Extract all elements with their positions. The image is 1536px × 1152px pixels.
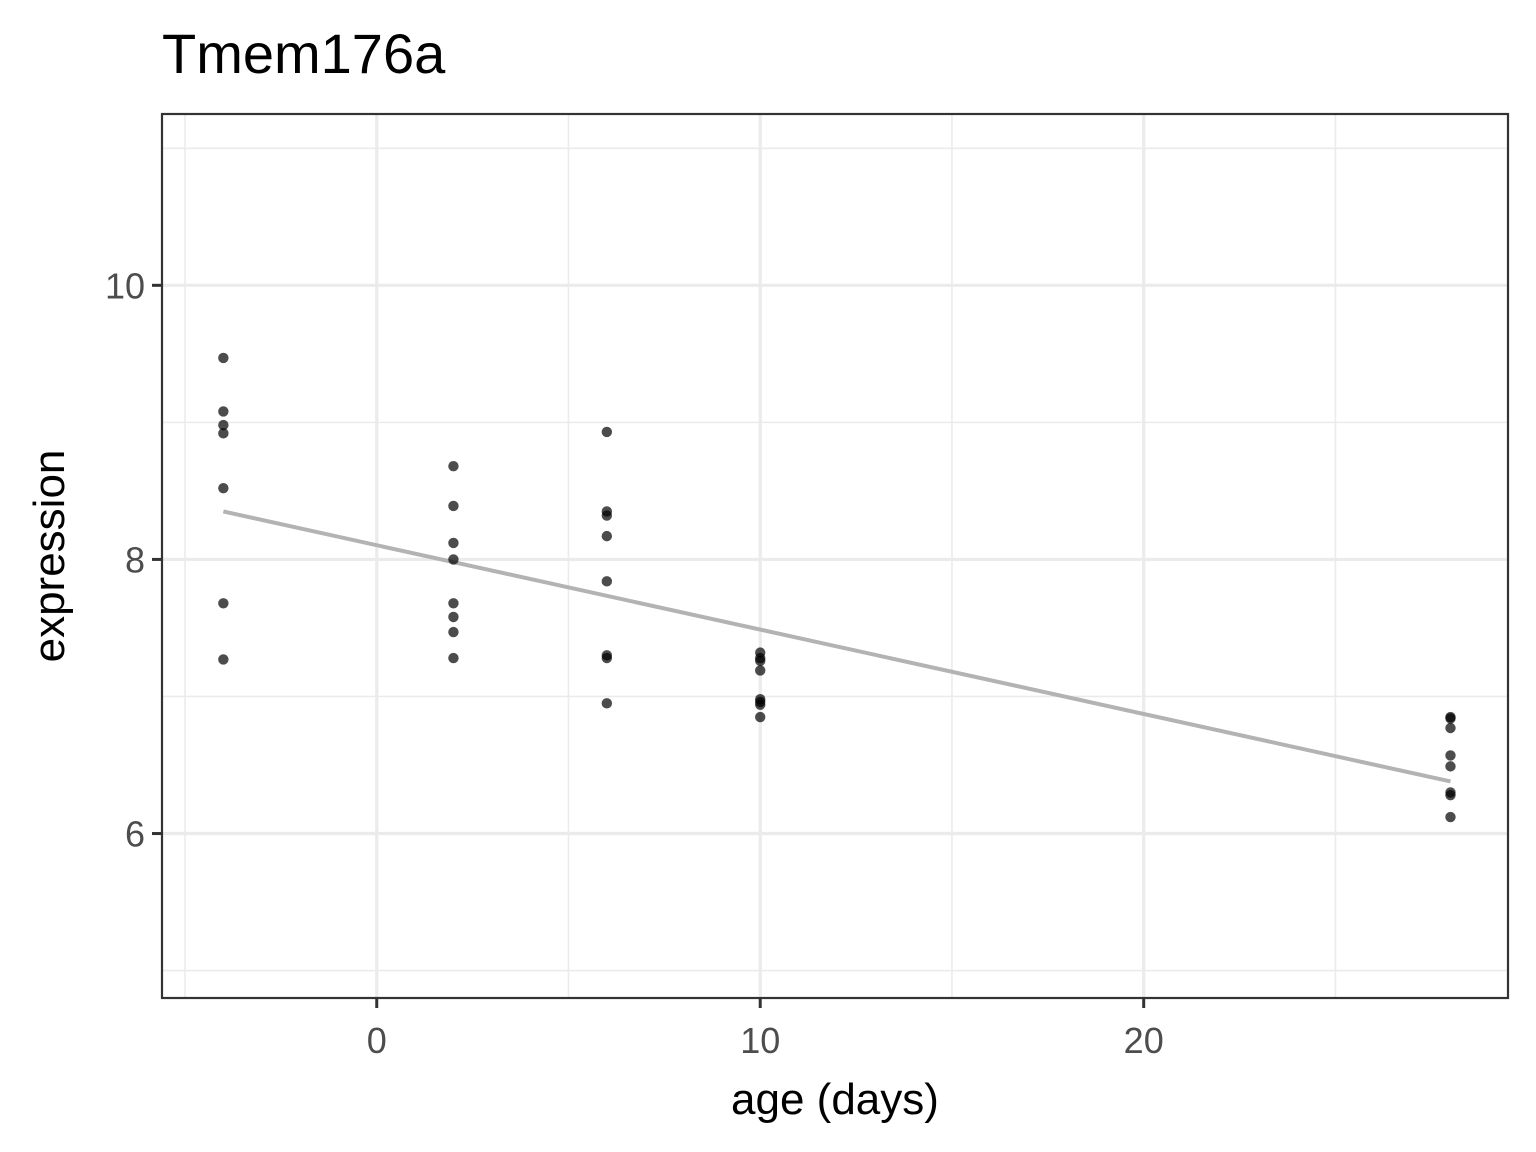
data-point	[1445, 761, 1456, 772]
data-point	[448, 611, 459, 623]
data-point	[755, 711, 766, 723]
data-point	[448, 537, 459, 549]
y-tick-label: 6	[125, 814, 145, 855]
data-point	[448, 500, 459, 512]
data-point	[218, 352, 229, 364]
data-point	[601, 652, 613, 664]
data-point	[1445, 750, 1456, 761]
data-point	[218, 482, 229, 494]
x-axis-title: age (days)	[731, 1075, 939, 1124]
data-point	[755, 655, 766, 667]
axis-tick-labels: 0 10 20 6 8 10	[105, 265, 1164, 1061]
data-point	[1445, 789, 1456, 801]
data-point	[601, 426, 613, 438]
x-tick-label: 10	[740, 1020, 780, 1061]
x-tick-label: 0	[367, 1020, 387, 1061]
data-point	[755, 699, 766, 710]
data-point	[218, 654, 229, 665]
x-tick-label: 20	[1124, 1020, 1164, 1061]
y-tick-label: 10	[105, 265, 145, 306]
panel-border	[160, 112, 1510, 1000]
y-axis-title: expression	[25, 450, 74, 663]
trend-line-group	[222, 509, 1451, 784]
trend-line	[222, 509, 1451, 784]
data-point	[448, 626, 459, 638]
data-point	[1445, 722, 1456, 734]
data-point	[601, 698, 613, 709]
data-point	[218, 406, 229, 417]
data-point	[448, 598, 459, 609]
data-point	[218, 428, 229, 439]
major-gridlines	[162, 114, 1508, 998]
data-point	[218, 598, 229, 609]
data-point	[218, 419, 229, 431]
data-point	[601, 530, 613, 542]
axis-ticks	[152, 283, 1146, 1008]
data-point	[448, 554, 459, 565]
data-point	[1445, 713, 1456, 724]
chart-title: Tmem176a	[162, 22, 446, 85]
data-points	[218, 352, 1456, 823]
data-point	[755, 665, 766, 676]
y-tick-label: 8	[125, 539, 145, 580]
data-point	[601, 510, 613, 521]
minor-gridlines	[162, 114, 1508, 998]
data-point	[448, 461, 459, 472]
data-point	[601, 576, 613, 587]
data-point	[1445, 811, 1456, 823]
data-point	[448, 652, 459, 664]
